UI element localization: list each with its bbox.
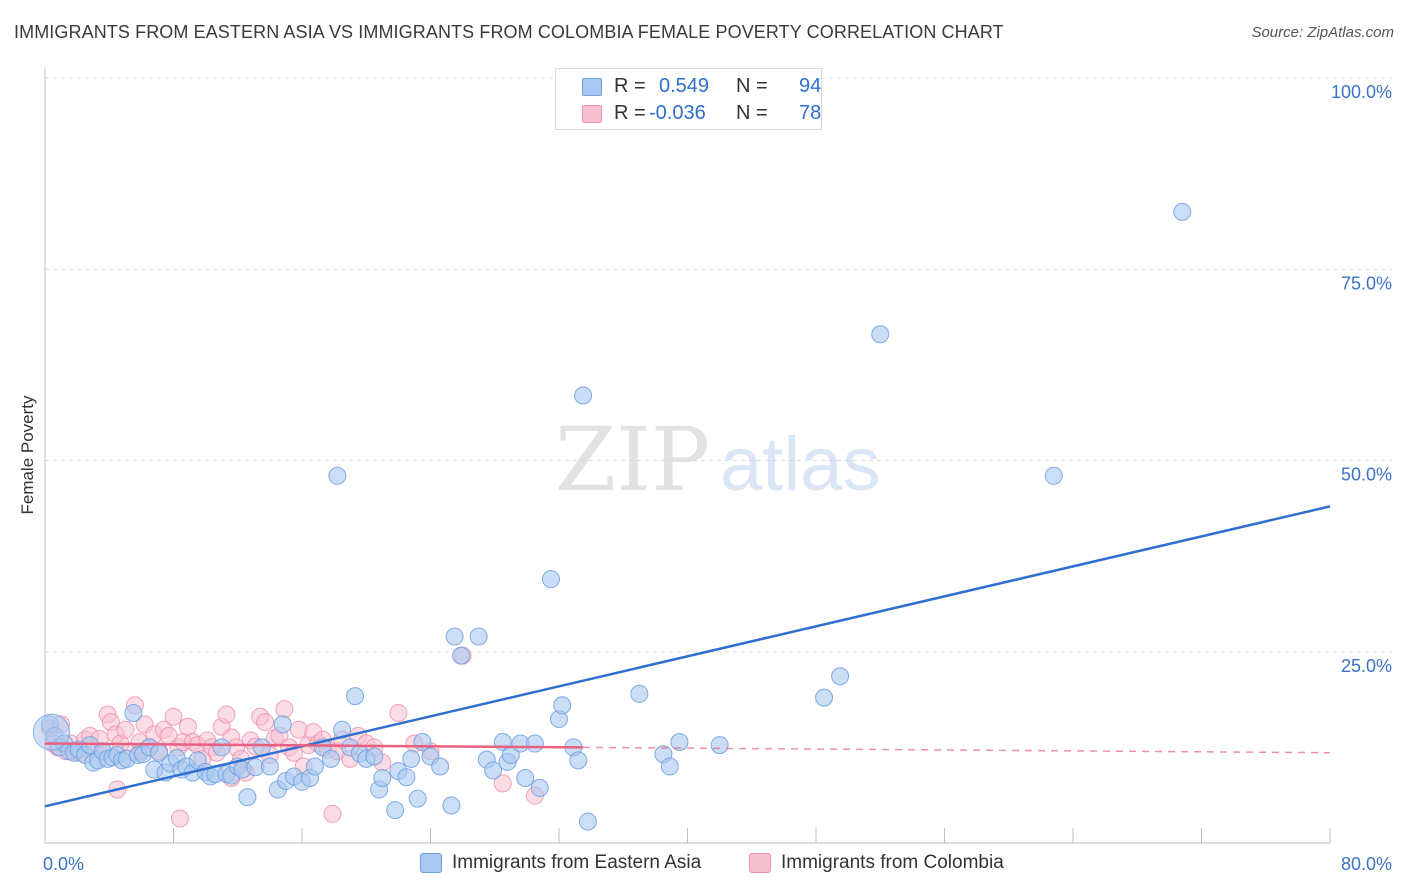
legend-n-value: 78 bbox=[799, 102, 822, 124]
eastern-asia-point bbox=[346, 687, 365, 706]
eastern-asia-point bbox=[260, 757, 279, 776]
legend-n-label: N = bbox=[736, 75, 768, 97]
eastern-asia-point bbox=[710, 736, 729, 755]
correlation-legend: R = 0.549 N = 94 R = -0.036 N = 78 bbox=[555, 68, 822, 130]
eastern-asia-point bbox=[452, 646, 471, 665]
legend-swatch-blue bbox=[582, 78, 602, 96]
watermark-zip: ZIP bbox=[555, 408, 710, 511]
colombia-point bbox=[164, 707, 183, 726]
series-colombia-points bbox=[40, 646, 544, 828]
eastern-asia-point bbox=[574, 386, 593, 405]
eastern-asia-point bbox=[1044, 466, 1063, 485]
eastern-asia-point bbox=[328, 466, 347, 485]
eastern-asia-point bbox=[831, 667, 850, 686]
eastern-asia-point bbox=[530, 778, 549, 797]
colombia-point bbox=[323, 804, 342, 823]
bottom-legend-label: Immigrants from Colombia bbox=[781, 852, 1004, 873]
bottom-legend-swatch-pink bbox=[749, 853, 771, 873]
trend-line-colombia bbox=[44, 742, 584, 749]
eastern-asia-point bbox=[32, 713, 70, 751]
eastern-asia-point bbox=[815, 688, 834, 707]
eastern-asia-point bbox=[305, 757, 324, 776]
eastern-asia-point bbox=[484, 761, 503, 780]
chart-title: IMMIGRANTS FROM EASTERN ASIA VS IMMIGRAN… bbox=[14, 22, 1004, 42]
watermark-atlas: atlas bbox=[720, 422, 881, 507]
eastern-asia-point bbox=[124, 703, 143, 722]
eastern-asia-point bbox=[386, 801, 405, 820]
y-tick-label: 25.0% bbox=[1341, 656, 1392, 676]
legend-r-value: 0.549 bbox=[659, 75, 710, 97]
bottom-legend-swatch-blue bbox=[420, 853, 442, 873]
y-tick-label: 100.0% bbox=[1331, 82, 1392, 102]
x-tick-label: 80.0% bbox=[1341, 854, 1392, 874]
trend-line-eastern-asia bbox=[44, 505, 1331, 808]
eastern-asia-point bbox=[670, 733, 689, 752]
bottom-legend-label: Immigrants from Eastern Asia bbox=[452, 852, 702, 873]
eastern-asia-point bbox=[397, 768, 416, 787]
legend-r-label: R = bbox=[614, 102, 646, 124]
colombia-point bbox=[217, 705, 236, 724]
colombia-point bbox=[116, 720, 135, 739]
colombia-point bbox=[170, 809, 189, 828]
colombia-point bbox=[256, 713, 275, 732]
legend-r-label: R = bbox=[614, 75, 646, 97]
x-tick-label: 0.0% bbox=[43, 854, 84, 874]
eastern-asia-point bbox=[525, 734, 544, 753]
trend-line-colombia-extension bbox=[583, 746, 1331, 754]
y-tick-label: 50.0% bbox=[1341, 465, 1392, 485]
eastern-asia-point bbox=[630, 684, 649, 703]
eastern-asia-point bbox=[333, 720, 352, 739]
colombia-point bbox=[178, 717, 197, 736]
eastern-asia-point bbox=[373, 768, 392, 787]
eastern-asia-point bbox=[541, 570, 560, 589]
eastern-asia-point bbox=[273, 715, 292, 734]
eastern-asia-point bbox=[238, 788, 257, 807]
eastern-asia-point bbox=[365, 747, 384, 766]
gridlines bbox=[45, 77, 1392, 653]
eastern-asia-point bbox=[553, 696, 572, 715]
eastern-asia-point bbox=[442, 796, 461, 815]
eastern-asia-point bbox=[569, 751, 588, 770]
tick-labels: 25.0% 50.0% 75.0% 100.0% 0.0% 80.0% bbox=[43, 82, 1392, 874]
eastern-asia-point bbox=[402, 749, 421, 768]
eastern-asia-point bbox=[871, 325, 890, 344]
legend-n-label: N = bbox=[736, 102, 768, 124]
eastern-asia-point bbox=[1173, 202, 1192, 221]
eastern-asia-point bbox=[660, 757, 679, 776]
eastern-asia-point bbox=[445, 627, 464, 646]
eastern-asia-point bbox=[469, 627, 488, 646]
eastern-asia-point bbox=[408, 789, 427, 808]
eastern-asia-point bbox=[431, 757, 450, 776]
axes bbox=[44, 68, 1331, 844]
colombia-point bbox=[275, 700, 294, 719]
trend-lines bbox=[44, 505, 1331, 808]
legend-swatch-pink bbox=[582, 105, 602, 123]
source-credit: Source: ZipAtlas.com bbox=[1251, 24, 1394, 41]
watermark: ZIP atlas bbox=[555, 408, 881, 511]
eastern-asia-point bbox=[321, 749, 340, 768]
colombia-point bbox=[389, 703, 408, 722]
eastern-asia-point bbox=[212, 738, 231, 757]
colombia-point bbox=[493, 774, 512, 793]
legend-n-value: 94 bbox=[799, 75, 822, 97]
eastern-asia-point bbox=[578, 812, 597, 831]
eastern-asia-point bbox=[516, 768, 535, 787]
y-tick-label: 75.0% bbox=[1341, 273, 1392, 293]
legend-r-value: -0.036 bbox=[649, 102, 706, 124]
